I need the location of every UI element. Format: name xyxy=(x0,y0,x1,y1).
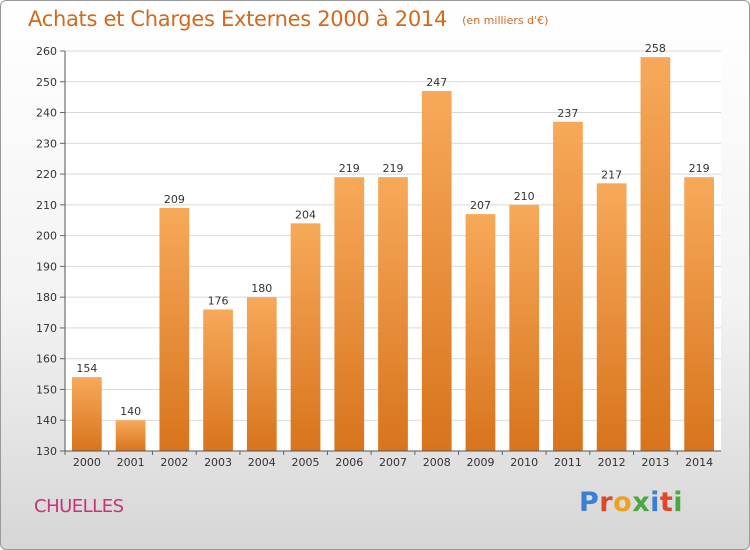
data-label: 217 xyxy=(601,168,622,181)
bar xyxy=(553,121,583,452)
y-tick-label: 160 xyxy=(36,353,57,366)
x-tick-label: 2006 xyxy=(335,456,363,469)
y-tick-label: 240 xyxy=(36,107,57,120)
x-tick-label: 2000 xyxy=(73,456,101,469)
brand-letter: i xyxy=(673,487,684,518)
x-tick-label: 2005 xyxy=(292,456,320,469)
x-tick-label: 2010 xyxy=(510,456,538,469)
data-label: 204 xyxy=(295,208,316,221)
axes: 130 140 150 160 170 180 190 200 210 220 230 240 250 2… xyxy=(36,45,721,469)
bar xyxy=(159,207,190,451)
y-tick-label: 130 xyxy=(36,445,57,458)
data-label: 247 xyxy=(426,76,447,89)
brand-logo: Proxiti xyxy=(579,487,683,518)
x-tick-label: 2007 xyxy=(379,456,407,469)
y-tick-label: 210 xyxy=(36,199,57,212)
bar xyxy=(509,204,540,451)
bar xyxy=(290,223,321,451)
x-tick-label: 2014 xyxy=(685,456,713,469)
x-tick-label: 2001 xyxy=(117,456,145,469)
bar xyxy=(246,297,277,451)
bar xyxy=(378,177,408,451)
data-label: 180 xyxy=(251,282,272,295)
bar xyxy=(203,309,233,451)
chart-subtitle: (en milliers d'€) xyxy=(462,14,549,27)
data-label: 176 xyxy=(208,294,229,307)
bar xyxy=(71,377,102,451)
data-label: 209 xyxy=(164,193,185,206)
x-tick-label: 2012 xyxy=(598,456,626,469)
y-tick-label: 140 xyxy=(36,414,57,427)
data-label: 219 xyxy=(339,162,360,175)
x-tick-label: 2003 xyxy=(204,456,232,469)
brand-letter: t xyxy=(659,487,674,518)
chart-title: Achats et Charges Externes 2000 à 2014 xyxy=(28,7,448,31)
data-label: 237 xyxy=(557,107,578,120)
brand-letter: x xyxy=(632,487,651,518)
y-tick-label: 250 xyxy=(36,76,57,89)
x-tick-label: 2004 xyxy=(248,456,276,469)
y-tick-label: 260 xyxy=(36,45,57,58)
data-label: 154 xyxy=(76,362,97,375)
bar xyxy=(465,214,496,451)
brand-letter: r xyxy=(599,487,614,518)
data-label: 207 xyxy=(470,199,491,212)
data-label: 219 xyxy=(383,162,404,175)
bar xyxy=(684,177,715,451)
bar xyxy=(640,57,671,452)
brand-letter: o xyxy=(613,487,633,518)
y-tick-label: 190 xyxy=(36,260,57,273)
bar xyxy=(115,420,146,451)
place-name: CHUELLES xyxy=(34,496,124,517)
data-label: 210 xyxy=(514,190,535,203)
bar xyxy=(596,183,627,452)
data-label: 140 xyxy=(120,405,141,418)
y-tick-label: 150 xyxy=(36,383,57,396)
title-row: Achats et Charges Externes 2000 à 2014 (… xyxy=(28,7,548,31)
y-tick-label: 170 xyxy=(36,322,57,335)
bar xyxy=(334,177,365,451)
x-tick-label: 2013 xyxy=(641,456,669,469)
bars: 154 140 209 176 180 204 219 219 247 207 210 237 217 2… xyxy=(71,42,715,452)
x-tick-label: 2008 xyxy=(423,456,451,469)
data-label: 258 xyxy=(645,42,666,55)
bar xyxy=(421,91,452,451)
y-tick-label: 230 xyxy=(36,137,57,150)
y-tick-label: 180 xyxy=(36,291,57,304)
x-tick-label: 2009 xyxy=(466,456,494,469)
y-tick-label: 220 xyxy=(36,168,57,181)
brand-letter: i xyxy=(650,487,660,518)
y-tick-label: 200 xyxy=(36,230,57,243)
data-label: 219 xyxy=(689,162,710,175)
x-tick-label: 2002 xyxy=(160,456,188,469)
x-tick-label: 2011 xyxy=(554,456,582,469)
brand-letter: P xyxy=(579,487,600,518)
